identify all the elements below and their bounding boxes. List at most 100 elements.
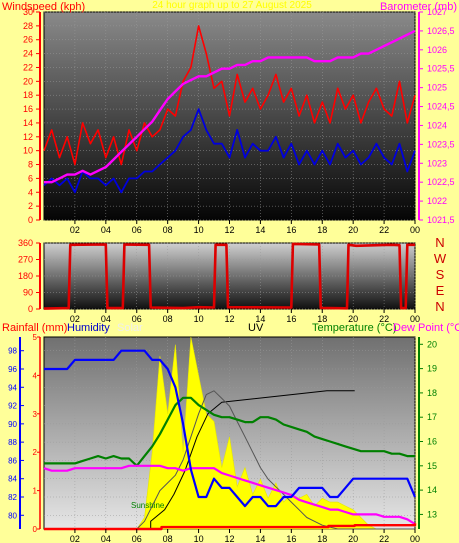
direction-x-tick-label: 08: [163, 314, 173, 324]
direction-x-tick-label: 16: [286, 314, 296, 324]
climate-x-tick-label: 16: [286, 534, 296, 543]
barometer-tick-label: 1024,5: [427, 102, 455, 112]
direction-x-tick-label: 04: [101, 314, 111, 324]
temperature-tick-label: 19: [427, 364, 437, 374]
dewpoint-axis-title: Dew Point (°C): [393, 322, 459, 334]
humidity-tick-label: 86: [8, 456, 17, 465]
direction-x-tick-label: 18: [317, 314, 327, 324]
barometer-tick-label: 1021,5: [427, 215, 455, 225]
barometer-tick-label: 1023: [427, 158, 447, 168]
wind-x-tick-label: 04: [101, 225, 111, 235]
wind-x-tick-label: 08: [163, 225, 173, 235]
compass-label: W: [434, 251, 447, 266]
humidity-tick-label: 98: [8, 347, 17, 356]
series-line-direction: [43, 242, 415, 310]
rain-tick-label: 5: [33, 333, 38, 342]
windspeed-tick-label: 14: [23, 118, 33, 128]
climate-x-tick-label: 04: [101, 534, 111, 543]
uv-legend-label: UV: [248, 322, 264, 334]
barometer-tick-label: 1027: [427, 7, 447, 17]
wind-x-tick-label: 18: [317, 225, 327, 235]
climate-x-tick-label: 10: [194, 534, 204, 543]
humidity-tick-label: 90: [8, 420, 17, 429]
rain-tick-label: 4: [33, 371, 38, 380]
humidity-tick-label: 82: [8, 493, 17, 502]
barometer-tick-label: 1025: [427, 83, 447, 93]
barometer-tick-label: 1024: [427, 120, 447, 130]
direction-x-tick-label: 10: [194, 314, 204, 324]
direction-tick-label: 270: [18, 255, 33, 265]
windspeed-tick-label: 10: [23, 146, 33, 156]
series-line-average: [43, 108, 416, 194]
windspeed-axis-title: Windspeed (kph): [2, 1, 85, 13]
windspeed-tick-label: 16: [23, 104, 33, 114]
barometer-axis-title: Barometer (mb): [380, 1, 457, 13]
direction-x-tick-label: 02: [70, 314, 80, 324]
direction-tick-label: 180: [18, 271, 33, 281]
wind-x-tick-label: 12: [224, 225, 234, 235]
humidity-axis-title: Humidity: [67, 322, 110, 334]
direction-x-tick-label: 14: [255, 314, 265, 324]
climate-x-tick-label: 12: [224, 534, 234, 543]
wind-x-tick-label: 22: [379, 225, 389, 235]
wind-x-tick-label: 16: [286, 225, 296, 235]
compass-label: N: [435, 235, 444, 250]
barometer-tick-label: 1026,5: [427, 26, 455, 36]
windspeed-tick-label: 12: [23, 132, 33, 142]
windspeed-tick-label: 28: [23, 21, 33, 31]
climate-x-tick-label: 14: [255, 534, 265, 543]
barometer-tick-label: 1025,5: [427, 64, 455, 74]
direction-x-tick-label: 22: [379, 314, 389, 324]
rain-tick-label: 2: [33, 448, 38, 457]
temperature-tick-label: 16: [427, 437, 437, 447]
climate-x-tick-label: 18: [317, 534, 327, 543]
humidity-tick-label: 94: [8, 383, 17, 392]
wind-x-tick-label: 06: [132, 225, 142, 235]
rainfall-axis-title: Rainfall (mm): [2, 322, 67, 334]
windspeed-tick-label: 26: [23, 35, 33, 45]
direction-tick-label: 360: [18, 238, 33, 248]
climate-x-tick-label: 00: [410, 534, 420, 543]
direction-tick-label: 90: [23, 288, 33, 298]
humidity-tick-label: 80: [8, 511, 17, 520]
direction-tick-label: 0: [28, 304, 33, 314]
temperature-tick-label: 13: [427, 509, 437, 519]
climate-x-tick-label: 08: [163, 534, 173, 543]
humidity-tick-label: 96: [8, 365, 17, 374]
climate-x-tick-label: 22: [379, 534, 389, 543]
barometer-tick-label: 1022,5: [427, 177, 455, 187]
rain-tick-label: 3: [33, 410, 38, 419]
climate-x-tick-label: 20: [348, 534, 358, 543]
windspeed-tick-label: 24: [23, 49, 33, 59]
direction-x-tick-label: 06: [132, 314, 142, 324]
series-line-rainfall: [44, 523, 417, 531]
barometer-tick-label: 1023,5: [427, 139, 455, 149]
barometer-tick-label: 1026: [427, 45, 447, 55]
windspeed-tick-label: 22: [23, 62, 33, 72]
chart-title: 24 hour graph up to 27 August 2025: [152, 0, 312, 11]
rain-tick-label: 0: [33, 525, 38, 534]
compass-label: S: [436, 267, 445, 282]
temperature-tick-label: 14: [427, 485, 437, 495]
windspeed-tick-label: 8: [28, 160, 33, 170]
windspeed-tick-label: 0: [28, 215, 33, 225]
direction-x-tick-label: 20: [348, 314, 358, 324]
wind-x-tick-label: 00: [410, 225, 420, 235]
direction-x-tick-label: 12: [224, 314, 234, 324]
wind-x-tick-label: 14: [255, 225, 265, 235]
series-line-barometer: [44, 29, 416, 184]
wind-x-tick-label: 10: [194, 225, 204, 235]
windspeed-tick-label: 30: [23, 7, 33, 17]
barometer-tick-label: 1022: [427, 196, 447, 206]
humidity-tick-label: 84: [8, 475, 17, 484]
climate-x-tick-label: 02: [70, 534, 80, 543]
rain-tick-label: 1: [33, 487, 38, 496]
windspeed-tick-label: 4: [28, 187, 33, 197]
solar-legend-label: Solar: [117, 322, 143, 334]
windspeed-tick-label: 2: [28, 201, 33, 211]
temperature-tick-label: 18: [427, 388, 437, 398]
sunshine-label: Sunshine: [131, 501, 165, 510]
series-line-sunshine: [44, 390, 355, 530]
